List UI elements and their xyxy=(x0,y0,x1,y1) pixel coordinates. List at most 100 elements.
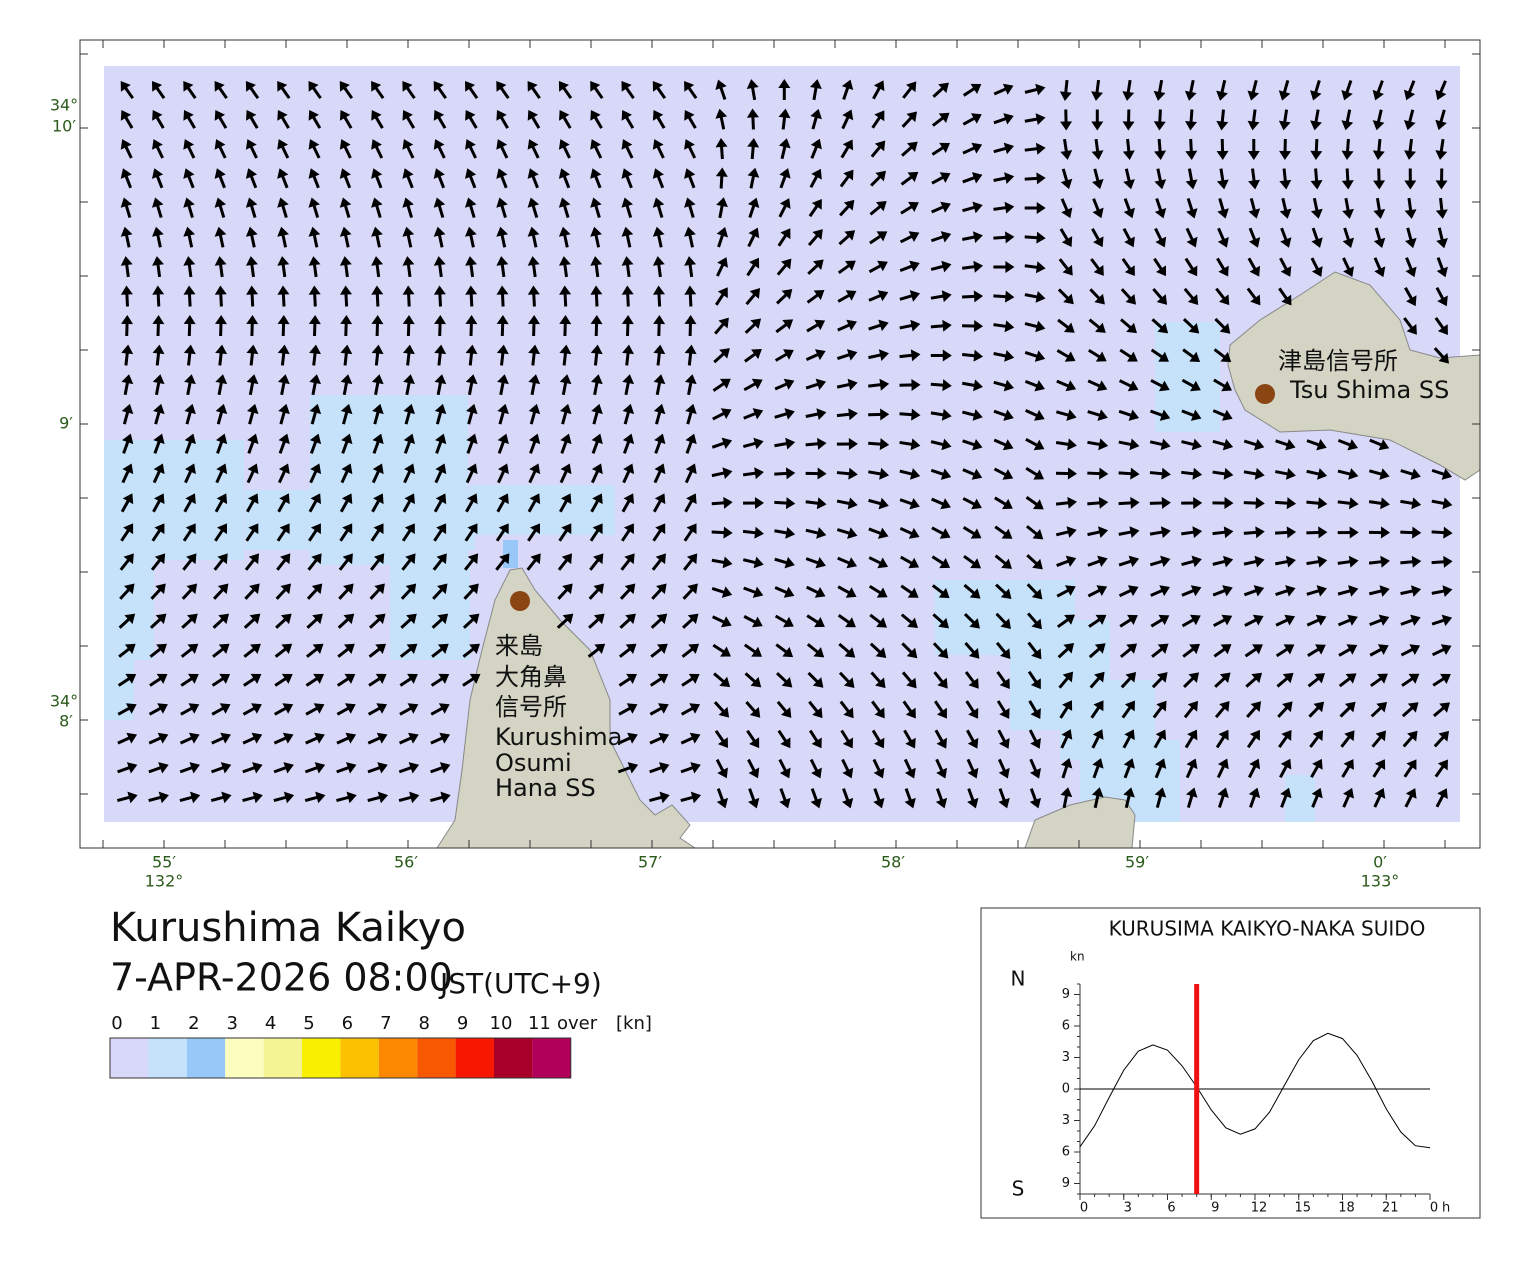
arrow-head xyxy=(214,80,225,92)
arrow xyxy=(1278,109,1291,131)
arrow-head xyxy=(1191,438,1202,451)
arrow xyxy=(431,613,449,629)
arrow xyxy=(181,613,198,629)
arrow-head xyxy=(308,110,319,121)
arrow-head xyxy=(1411,555,1422,568)
arrow-head xyxy=(753,556,764,569)
arrow xyxy=(1060,787,1073,809)
arrow xyxy=(340,285,352,307)
arrow-head xyxy=(625,643,637,655)
arrow xyxy=(652,168,665,189)
arrow xyxy=(1058,671,1074,689)
arrow-head xyxy=(560,433,572,445)
y-tick-label: 9 xyxy=(1062,987,1070,1002)
arrow xyxy=(1026,554,1043,570)
arrow-head xyxy=(752,408,764,420)
arrow xyxy=(277,226,289,248)
arrow xyxy=(1092,758,1104,779)
arrow xyxy=(1373,788,1386,808)
arrow xyxy=(684,80,698,100)
arrow xyxy=(774,614,794,628)
arrow xyxy=(1122,138,1135,160)
arrow-head xyxy=(1063,322,1075,333)
arrow-head xyxy=(717,737,728,749)
arrow xyxy=(747,167,760,189)
arrow xyxy=(276,553,291,571)
arrow xyxy=(184,374,196,396)
arrow-head xyxy=(1435,209,1448,219)
arrow xyxy=(465,315,478,337)
arrow-head xyxy=(372,463,384,475)
arrow-head xyxy=(1440,644,1452,656)
arrow xyxy=(962,409,983,421)
arrow-head xyxy=(1123,207,1135,219)
arrow-head xyxy=(1091,91,1103,101)
arrow-head xyxy=(847,378,858,391)
arrow-head xyxy=(624,553,635,565)
arrow-head xyxy=(781,677,793,688)
arrow xyxy=(838,230,856,246)
arrow-head xyxy=(968,648,980,659)
arrow xyxy=(930,438,952,451)
arrow xyxy=(402,315,415,337)
arrow xyxy=(117,762,138,774)
arrow xyxy=(680,791,702,804)
arrow xyxy=(557,583,573,600)
arrow-head xyxy=(184,433,196,445)
arrow xyxy=(1243,555,1265,568)
arrow-head xyxy=(283,791,295,804)
arrow xyxy=(1091,228,1104,248)
arrow-head xyxy=(810,108,822,120)
patch xyxy=(390,560,470,660)
arrow-head xyxy=(467,493,478,505)
arrow xyxy=(993,320,1015,333)
arrow-head xyxy=(811,168,822,180)
arrow-head xyxy=(1409,644,1421,655)
legend-label: 9 xyxy=(457,1013,468,1034)
arrow-head xyxy=(314,732,325,744)
arrow xyxy=(1213,348,1232,363)
arrow-head xyxy=(1344,701,1356,713)
south-label: S xyxy=(1012,1177,1025,1201)
arrow-head xyxy=(876,587,888,598)
arrow-head xyxy=(1220,644,1232,655)
arrow xyxy=(1216,138,1229,160)
arrow-head xyxy=(152,344,165,355)
arrow xyxy=(962,349,984,362)
arrow-head xyxy=(277,256,290,266)
arrow-head xyxy=(249,613,261,625)
arrow xyxy=(712,378,731,392)
arrow xyxy=(1306,468,1328,480)
arrow-head xyxy=(783,349,794,360)
arrow-head xyxy=(1035,83,1046,96)
arrow xyxy=(590,344,603,366)
station-dot xyxy=(1255,384,1275,404)
arrow-head xyxy=(1341,120,1354,131)
arrow xyxy=(1055,526,1077,538)
arrow xyxy=(1243,467,1265,480)
arrow-head xyxy=(1032,499,1044,510)
arrow-head xyxy=(1372,150,1385,160)
arrow xyxy=(398,791,420,804)
arrow-head xyxy=(1375,759,1386,771)
arrow xyxy=(841,788,854,809)
arrow xyxy=(1340,730,1355,748)
arrow xyxy=(1431,585,1453,598)
arrow xyxy=(653,463,666,484)
arrow xyxy=(496,168,508,189)
arrow xyxy=(120,168,133,189)
arrow-head xyxy=(909,290,921,302)
arrow xyxy=(245,139,258,159)
arrow xyxy=(559,374,572,396)
arrow-head xyxy=(973,379,983,392)
arrow-head xyxy=(1343,266,1354,277)
arrow xyxy=(558,226,571,248)
arrow xyxy=(962,113,982,126)
arrow xyxy=(1368,555,1390,568)
arrow xyxy=(1306,614,1327,627)
arrow xyxy=(308,315,321,337)
arrow-head xyxy=(847,527,858,539)
arrow xyxy=(1246,287,1261,306)
land xyxy=(436,271,1481,849)
arrow xyxy=(837,290,857,303)
